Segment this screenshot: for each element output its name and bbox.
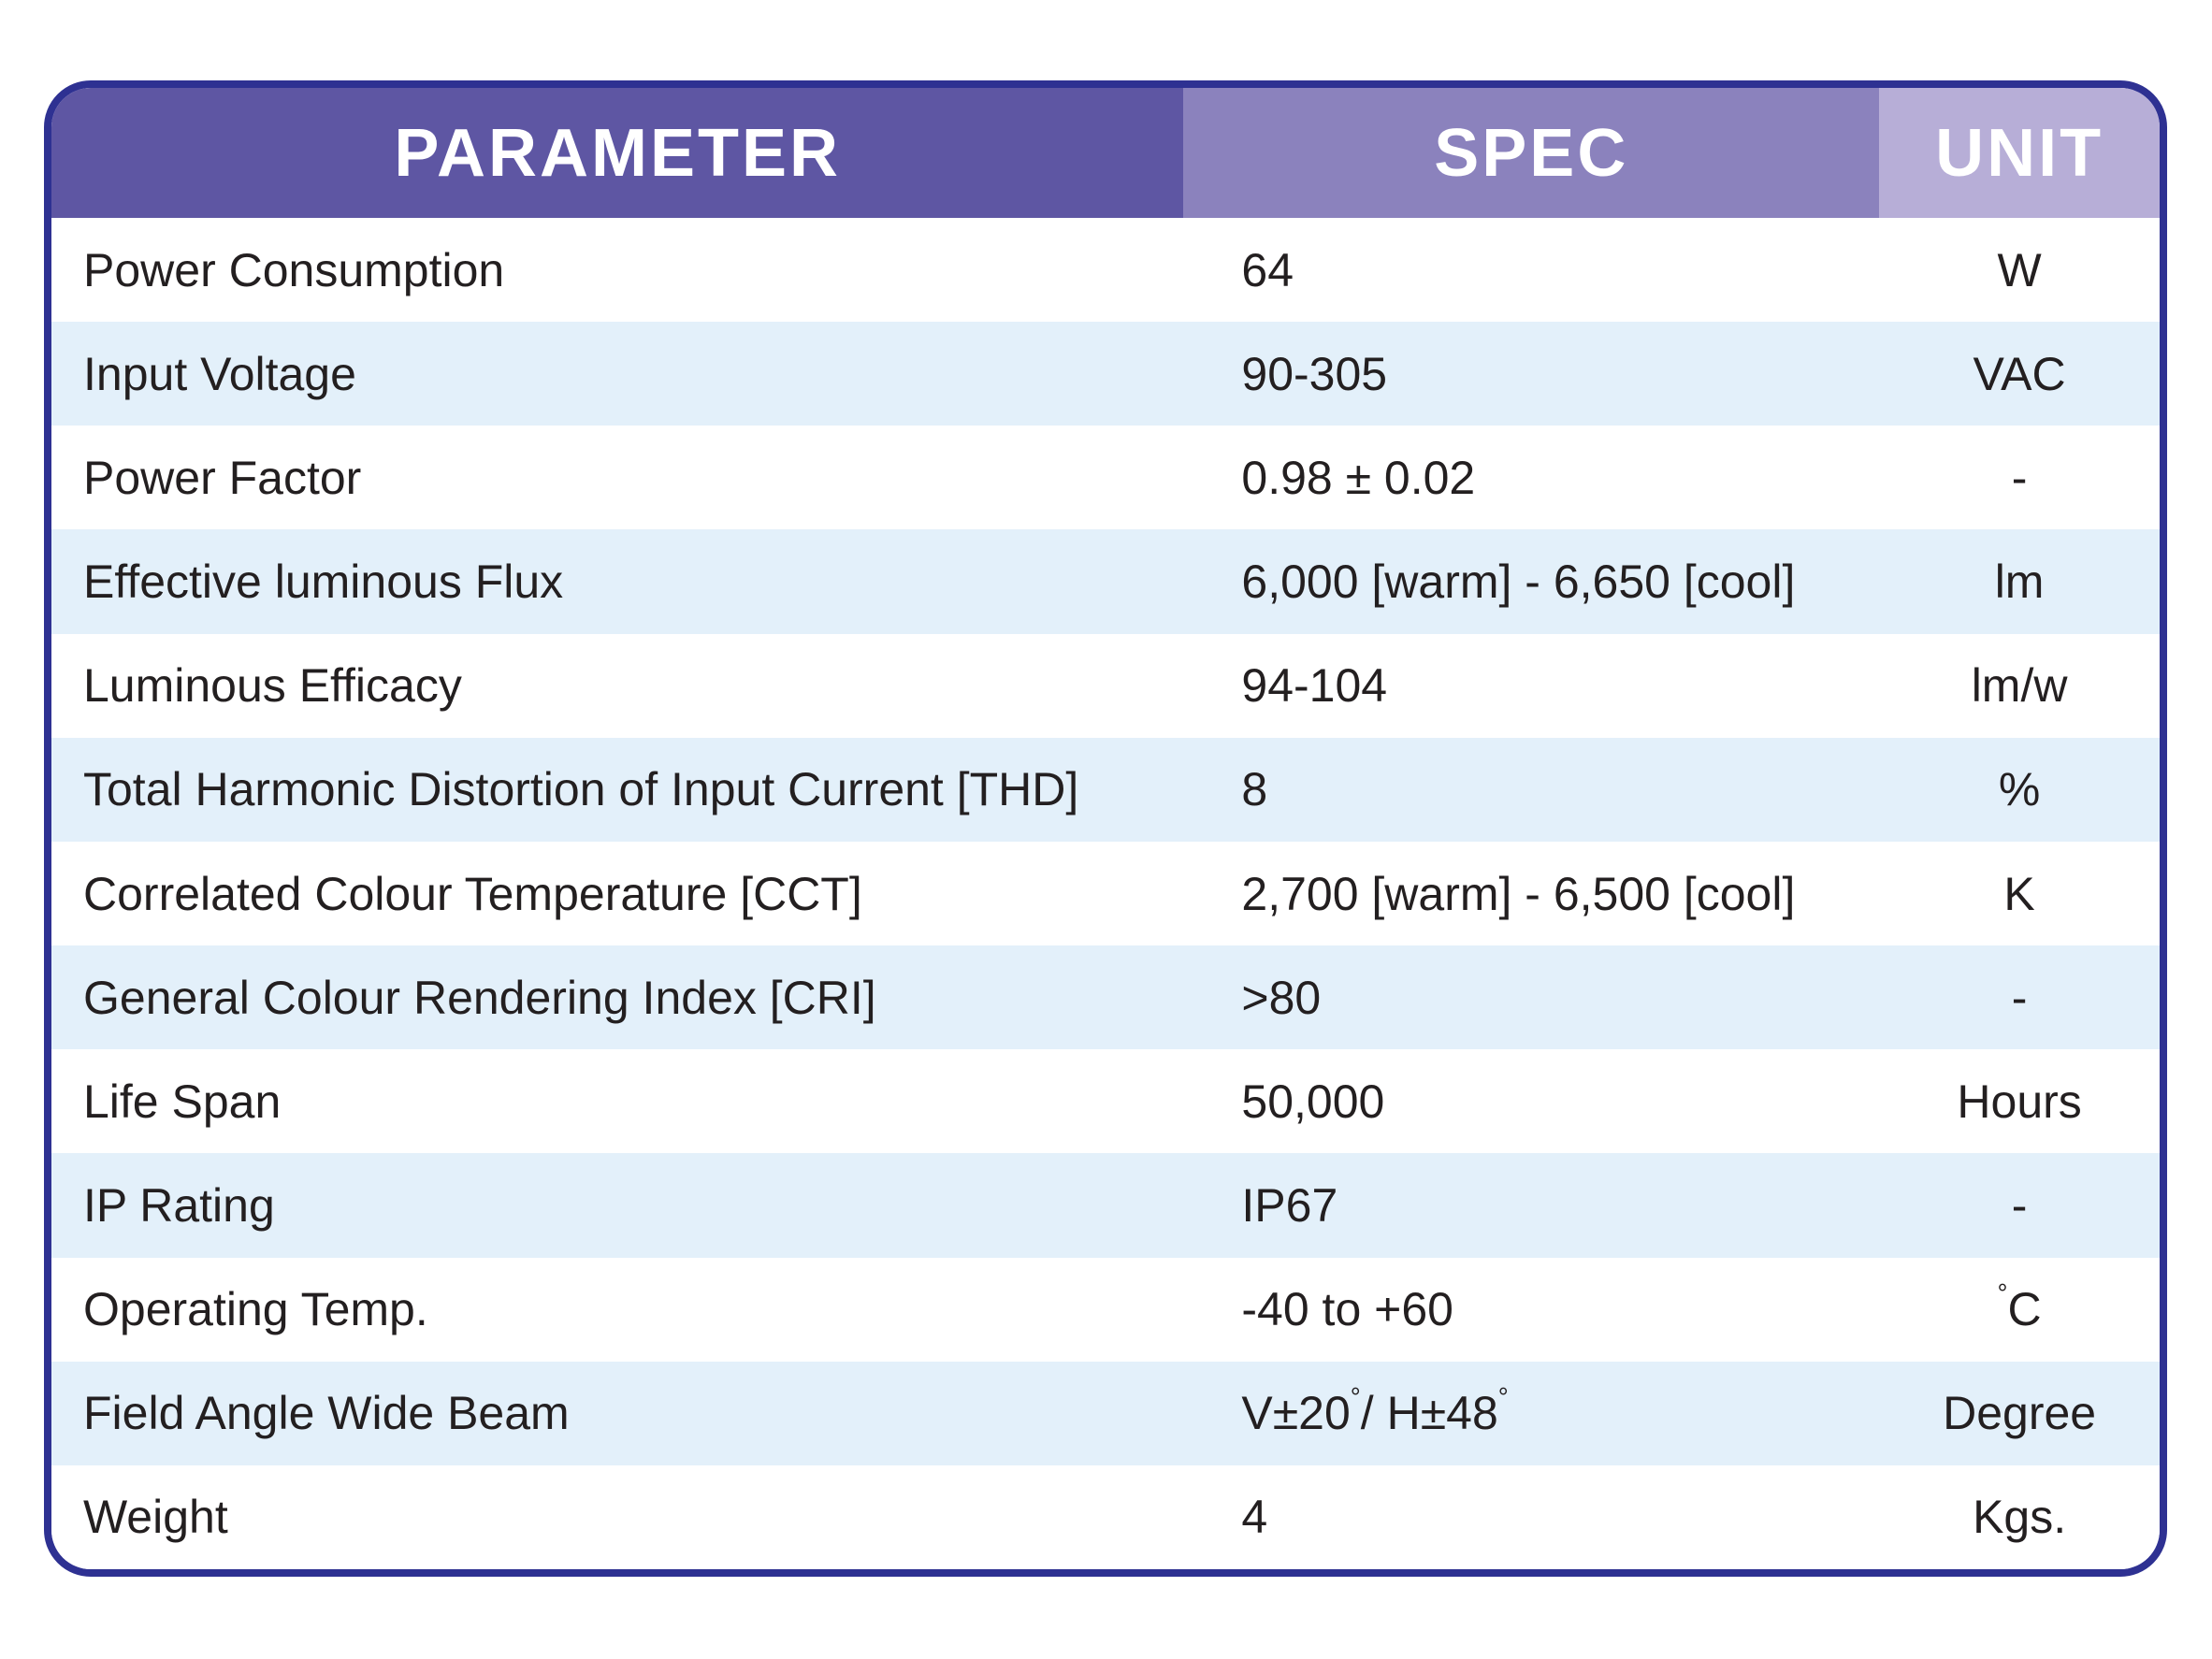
unit-cell: lm/w — [1971, 659, 2068, 713]
header-unit-label: UNIT — [1935, 115, 2104, 191]
table-row: Weight 4 Kgs. — [51, 1464, 2160, 1569]
parameter-cell: Life Span — [83, 1075, 282, 1128]
parameter-cell: General Colour Rendering Index [CRI] — [83, 971, 876, 1024]
table-row: Operating Temp. -40 to +60 ° C — [51, 1257, 2160, 1362]
unit-cell: Degree — [1943, 1387, 2097, 1440]
spec-cell: 2,700 [warm] - 6,500 [cool] — [1241, 867, 1796, 920]
header-parameter: PARAMETER — [51, 88, 1184, 218]
table-row: IP Rating IP67 - — [51, 1153, 2160, 1258]
table-row: Input Voltage 90-305 VAC — [51, 322, 2160, 426]
table-row: Correlated Colour Temperature [CCT] 2,700… — [51, 841, 2160, 946]
spec-cell: 64 — [1241, 243, 1294, 296]
parameter-cell: Effective luminous Flux — [83, 555, 564, 609]
spec-cell: 94-104 — [1241, 659, 1388, 713]
parameter-cell: IP Rating — [83, 1178, 275, 1232]
unit-cell: - — [2011, 451, 2028, 504]
header-spec: SPEC — [1183, 88, 1880, 218]
header-spec-label: SPEC — [1434, 115, 1629, 191]
parameter-cell: Correlated Colour Temperature [CCT] — [83, 867, 862, 920]
table-row: Power Factor 0.98 ± 0.02 - — [51, 426, 2160, 530]
unit-cell: - — [2011, 971, 2028, 1024]
unit-cell: K — [2003, 867, 2035, 920]
spec-table: PARAMETER SPEC UNIT Power Consumption 64 W… — [44, 80, 2167, 1577]
spec-cell: V±20 ° / H±48 ° — [1241, 1382, 1509, 1440]
spec-cell: 0.98 ± 0.02 — [1241, 451, 1476, 504]
unit-cell: lm — [1994, 555, 2045, 609]
spec-cell: >80 — [1241, 971, 1322, 1024]
table-row: Total Harmonic Distortion of Input Curre… — [51, 737, 2160, 842]
parameter-cell: Power Consumption — [83, 243, 505, 296]
spec-cell: 4 — [1241, 1491, 1268, 1544]
spec-cell: 50,000 — [1241, 1075, 1385, 1128]
header-unit: UNIT — [1879, 88, 2160, 218]
unit-cell: Kgs. — [1973, 1491, 2067, 1544]
spec-cell: 90-305 — [1241, 347, 1388, 400]
parameter-cell: Weight — [83, 1491, 228, 1544]
parameter-cell: Power Factor — [83, 451, 362, 504]
table-body: Power Consumption 64 W Input Voltage 90-305 V… — [51, 218, 2160, 1569]
parameter-cell: Luminous Efficacy — [83, 659, 462, 713]
table-row: Power Consumption 64 W — [51, 218, 2160, 323]
unit-cell: Hours — [1957, 1075, 2082, 1128]
header-parameter-label: PARAMETER — [394, 115, 842, 191]
unit-cell: % — [1998, 763, 2041, 816]
table-row: General Colour Rendering Index [CRI] >80 - — [51, 945, 2160, 1050]
spec-cell: -40 to +60 — [1241, 1283, 1453, 1336]
table-row: Luminous Efficacy 94-104 lm/w — [51, 633, 2160, 738]
parameter-cell: Total Harmonic Distortion of Input Curre… — [83, 763, 1079, 816]
unit-cell: W — [1997, 243, 2042, 296]
unit-cell: - — [2011, 1178, 2028, 1232]
spec-cell: 8 — [1241, 763, 1268, 816]
table-header: PARAMETER SPEC UNIT — [51, 88, 2160, 218]
parameter-cell: Field Angle Wide Beam — [83, 1387, 570, 1440]
table-row: Field Angle Wide Beam V±20 ° / H±48 ° Degree — [51, 1361, 2160, 1465]
spec-cell: IP67 — [1241, 1178, 1338, 1232]
table-row: Effective luminous Flux 6,000 [warm] - 6,… — [51, 529, 2160, 634]
table-row: Life Span 50,000 Hours — [51, 1049, 2160, 1154]
unit-cell: VAC — [1973, 347, 2066, 400]
parameter-cell: Input Voltage — [83, 347, 356, 400]
unit-cell: ° C — [1997, 1278, 2042, 1336]
spec-cell: 6,000 [warm] - 6,650 [cool] — [1241, 555, 1796, 609]
parameter-cell: Operating Temp. — [83, 1283, 428, 1336]
